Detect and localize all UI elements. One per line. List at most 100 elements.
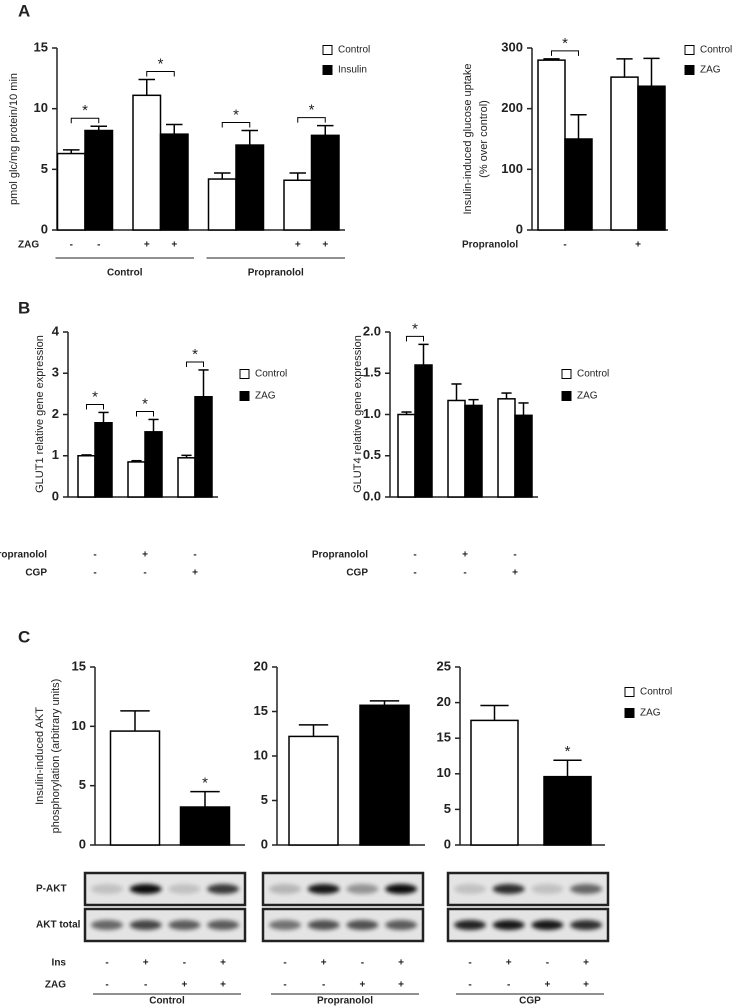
- bar: [56, 152, 86, 231]
- condition-label: ZAG: [18, 240, 39, 251]
- condition-value: -: [361, 958, 364, 969]
- y-tick-label: 5: [261, 792, 268, 807]
- bar: [144, 431, 163, 498]
- blot-band: [91, 884, 123, 894]
- legend-swatch: [322, 45, 333, 55]
- group-label: Control: [107, 268, 143, 279]
- y-tick-label: 1.5: [363, 365, 381, 380]
- y-tick-label: 5: [444, 801, 451, 816]
- y-tick-label: 15: [437, 730, 451, 745]
- y-tick-label: 0: [52, 488, 59, 503]
- bar: [514, 414, 533, 498]
- blot-band: [307, 920, 340, 930]
- condition-value: -: [143, 568, 146, 579]
- significance-star: *: [142, 395, 148, 412]
- y-tick-label: 15: [72, 658, 86, 673]
- bar: [637, 85, 666, 231]
- condition-value: +: [398, 958, 404, 969]
- significance-star: *: [92, 388, 98, 405]
- legend-swatch: [561, 369, 572, 379]
- bar: [610, 76, 639, 231]
- y-tick-label: 0: [444, 836, 451, 851]
- significance-star: *: [412, 320, 418, 337]
- y-tick-label: 20: [437, 694, 451, 709]
- y-tick-label: 2.0: [363, 323, 381, 338]
- condition-value: +: [506, 958, 512, 969]
- condition-value: +: [322, 240, 328, 251]
- y-tick-label: 5: [79, 777, 86, 792]
- bar: [464, 404, 483, 498]
- condition-value: +: [462, 550, 468, 561]
- bar: [235, 144, 265, 231]
- y-axis-label: GLUT1 relative gene expression: [34, 335, 46, 493]
- condition-value: -: [513, 550, 516, 561]
- bar: [127, 461, 146, 498]
- condition-value: -: [105, 980, 108, 991]
- significance-star: *: [309, 102, 315, 119]
- y-axis-label: pmol glc/mg protein/10 min: [8, 73, 20, 205]
- legend-swatch: [561, 391, 572, 401]
- condition-value: +: [544, 980, 550, 991]
- condition-value: -: [93, 568, 96, 579]
- condition-value: +: [181, 980, 187, 991]
- group-label: Control: [149, 996, 185, 1007]
- y-axis-label: (% over control): [478, 100, 490, 178]
- bar: [177, 457, 196, 498]
- condition-value: -: [97, 240, 100, 251]
- condition-value: -: [413, 568, 416, 579]
- condition-value: -: [413, 550, 416, 561]
- condition-value: +: [220, 958, 226, 969]
- condition-value: -: [144, 980, 147, 991]
- significance-star: *: [233, 106, 239, 123]
- legend-label: Insulin: [338, 65, 367, 76]
- bar: [109, 730, 161, 846]
- y-tick-label: 20: [254, 658, 268, 673]
- y-tick-label: 0: [516, 221, 523, 236]
- legend-swatch: [239, 391, 250, 401]
- y-axis-label: phosphorylation (arbitrary units): [50, 679, 62, 834]
- significance-bracket: [86, 403, 104, 410]
- panel-label: A: [18, 1, 30, 20]
- condition-value: +: [220, 980, 226, 991]
- condition-value: -: [468, 980, 471, 991]
- condition-value: -: [93, 550, 96, 561]
- y-tick-label: 15: [34, 39, 48, 54]
- y-tick-label: 10: [437, 765, 451, 780]
- blot-band: [129, 920, 162, 930]
- legend-swatch: [239, 369, 250, 379]
- y-tick-label: 300: [501, 39, 523, 54]
- legend-label: Control: [338, 45, 370, 56]
- condition-value: -: [283, 958, 286, 969]
- bar: [77, 455, 96, 498]
- condition-value: +: [192, 568, 198, 579]
- bar: [359, 704, 410, 846]
- condition-value: +: [512, 568, 518, 579]
- condition-value: +: [583, 958, 589, 969]
- condition-value: -: [468, 958, 471, 969]
- bar: [537, 59, 566, 231]
- y-tick-label: 15: [254, 703, 268, 718]
- legend-label: ZAG: [700, 65, 721, 76]
- blot-band: [454, 884, 486, 894]
- blot-band: [269, 884, 301, 894]
- y-tick-label: 3: [52, 365, 59, 380]
- bar: [397, 413, 416, 498]
- blot-row-label: AKT total: [36, 920, 81, 931]
- condition-value: +: [295, 240, 301, 251]
- blot-band: [207, 884, 240, 894]
- blot-band: [492, 884, 525, 894]
- legend-label: ZAG: [640, 708, 661, 719]
- condition-label: Propranolol: [462, 240, 518, 251]
- significance-star: *: [565, 743, 571, 760]
- condition-value: -: [322, 980, 325, 991]
- bar: [447, 399, 466, 498]
- bar: [497, 398, 516, 498]
- condition-value: +: [143, 958, 149, 969]
- blot-band: [346, 884, 379, 894]
- y-tick-label: 1: [52, 447, 59, 462]
- significance-star: *: [562, 35, 568, 52]
- blot-band: [385, 884, 418, 894]
- bar: [179, 806, 231, 846]
- significance-bracket: [146, 71, 175, 77]
